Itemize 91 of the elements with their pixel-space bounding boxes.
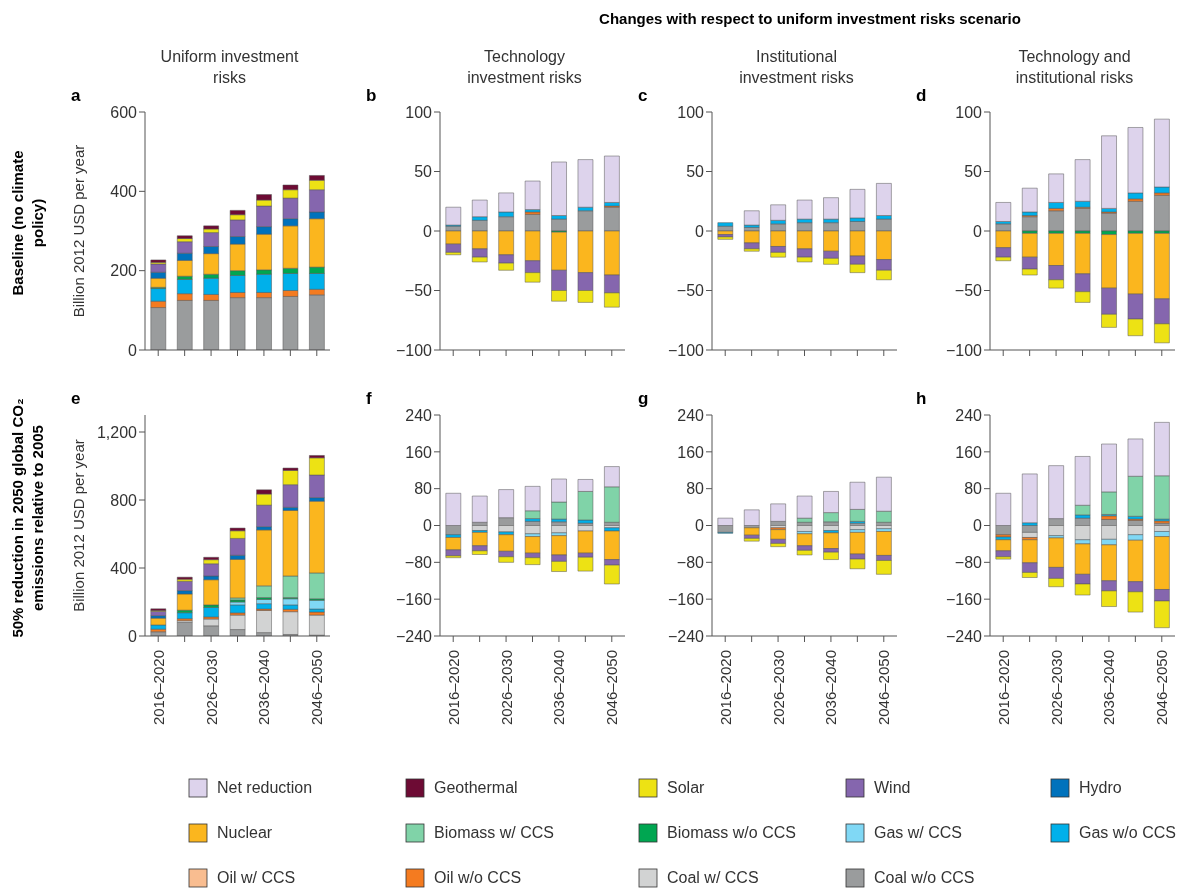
chart-subtitle: Technology and institutional risks	[1014, 47, 1135, 88]
chart-title: c	[638, 86, 648, 106]
legend-label: Wind	[874, 779, 911, 797]
y-tick-label: 80	[964, 480, 983, 498]
y-tick-label: 100	[955, 103, 983, 121]
y-tick-label: 80	[686, 480, 705, 498]
chart-subtitle: Uniform investment risks	[159, 47, 300, 88]
x-tick-label: 2036–2040	[255, 650, 273, 726]
x-tick-label: 2016–2020	[716, 650, 734, 726]
y-tick-label: 0	[128, 341, 138, 359]
legend-label: Nuclear	[217, 824, 273, 842]
y-tick-label: 50	[414, 163, 433, 181]
x-tick-label: 2026–2030	[202, 650, 220, 726]
x-tick-label: 2046–2050	[603, 650, 621, 726]
y-tick-label: −100	[667, 341, 705, 359]
y-tick-label: −50	[954, 282, 983, 300]
x-tick-label: 2026–2030	[1047, 650, 1065, 726]
text: Baseline (no climate policy)	[8, 149, 47, 298]
y-tick-label: −80	[676, 554, 705, 572]
chart-title: d	[916, 86, 927, 106]
y-tick-label: 0	[423, 222, 433, 240]
y-tick-label: −240	[395, 627, 433, 645]
chart-title: f	[366, 389, 372, 409]
x-tick-label: 2026–2030	[769, 650, 787, 726]
x-tick-label: 2036–2040	[1100, 650, 1118, 726]
legend-label: Hydro	[1079, 779, 1122, 797]
y-tick-label: 0	[128, 627, 138, 645]
legend-label: Biomass w/o CCS	[667, 824, 796, 842]
y-tick-label: 800	[110, 491, 138, 509]
y-tick-label: 50	[964, 163, 983, 181]
legend-label: Coal w/ CCS	[667, 869, 759, 887]
x-tick-label: 2046–2050	[875, 650, 893, 726]
legend-label: Geothermal	[434, 779, 518, 797]
y-tick-label: 160	[955, 443, 983, 461]
y-tick-label: 240	[955, 406, 983, 424]
x-tick-label: 2036–2040	[550, 650, 568, 726]
y-axis-title: Billion 2012 USD per year	[70, 144, 88, 318]
y-axis-title: Billion 2012 USD per year	[70, 439, 88, 612]
y-tick-label: −50	[404, 282, 433, 300]
legend-label: Biomass w/ CCS	[434, 824, 555, 842]
x-tick-label: 2026–2030	[497, 650, 515, 726]
y-tick-label: 240	[677, 406, 705, 424]
y-tick-label: 160	[405, 443, 433, 461]
y-tick-label: 0	[695, 222, 705, 240]
y-tick-label: −240	[945, 627, 983, 645]
chart-title: b	[366, 86, 377, 106]
legend-label: Gas w/o CCS	[1079, 824, 1176, 842]
y-tick-label: −100	[395, 341, 433, 359]
legend-label: Net reduction	[217, 779, 313, 797]
y-tick-label: −100	[945, 341, 983, 359]
chart-title: a	[71, 86, 81, 106]
legend-label: Oil w/o CCS	[434, 869, 522, 887]
x-tick-label: 2046–2050	[1153, 650, 1171, 726]
y-tick-label: 80	[414, 480, 433, 498]
chart-subtitle: Institutional investment risks	[738, 47, 855, 88]
legend-label: Solar	[667, 779, 705, 797]
legend-label: Gas w/ CCS	[874, 824, 963, 842]
text: 50% reduction in 2050 global CO₂ emissions relative to 2005	[8, 396, 47, 640]
y-tick-label: −50	[676, 282, 705, 300]
y-tick-label: 0	[973, 222, 983, 240]
legend-label: Oil w/ CCS	[217, 869, 296, 887]
y-tick-label: 160	[677, 443, 705, 461]
y-tick-label: 0	[695, 517, 705, 535]
y-tick-label: −160	[945, 590, 983, 608]
y-tick-label: −160	[667, 590, 705, 608]
chart-title: g	[638, 389, 649, 409]
x-tick-label: 2016–2020	[994, 650, 1012, 726]
y-tick-label: −240	[667, 627, 705, 645]
y-tick-label: 0	[973, 517, 983, 535]
chart-title: e	[71, 389, 81, 409]
x-tick-label: 2036–2040	[822, 650, 840, 726]
x-tick-label: 2016–2020	[149, 650, 167, 726]
y-tick-label: 1,200	[96, 423, 138, 441]
y-tick-label: 0	[423, 517, 433, 535]
y-tick-label: 100	[677, 103, 705, 121]
legend-label: Coal w/o CCS	[874, 869, 975, 887]
y-tick-label: 240	[405, 406, 433, 424]
y-tick-label: 400	[110, 183, 138, 201]
x-tick-label: 2046–2050	[308, 650, 326, 726]
y-tick-label: 600	[110, 103, 138, 121]
y-tick-label: −160	[395, 590, 433, 608]
y-tick-label: 50	[686, 163, 705, 181]
y-tick-label: 100	[405, 103, 433, 121]
y-tick-label: 400	[110, 559, 138, 577]
x-tick-label: 2016–2020	[444, 650, 462, 726]
y-tick-label: 200	[110, 262, 138, 280]
y-tick-label: −80	[954, 554, 983, 572]
text: Changes with respect to uniform investment risks scenario	[598, 10, 1022, 27]
chart-title: h	[916, 389, 927, 409]
chart-subtitle: Technology investment risks	[466, 47, 583, 88]
y-tick-label: −80	[404, 554, 433, 572]
